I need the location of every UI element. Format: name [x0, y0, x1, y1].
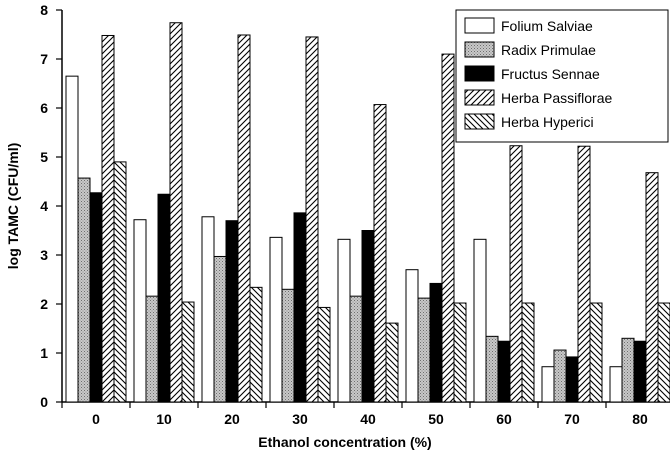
x-tick-label: 80: [632, 411, 648, 427]
bar-folium-salviae-80: [609, 366, 623, 403]
bar-herba-hyperici-30: [317, 306, 331, 403]
bar-radix-primulae-0: [77, 177, 91, 403]
y-tick-label: 1: [40, 345, 48, 361]
bar-folium-salviae-50: [405, 269, 419, 403]
legend-swatch: [464, 41, 495, 58]
bar-radix-primulae-30: [281, 288, 295, 403]
legend-label: Herba Passiflorae: [501, 90, 612, 106]
bar-fructus-sennae-70: [565, 356, 579, 403]
y-tick-label: 2: [40, 296, 48, 312]
bar-herba-hyperici-20: [249, 286, 263, 403]
y-tick-label: 3: [40, 247, 48, 263]
bar-radix-primulae-10: [145, 295, 159, 403]
x-tick-label: 40: [360, 411, 376, 427]
bar-herba-passiflorae-20: [237, 34, 251, 403]
bar-herba-passiflorae-70: [577, 145, 591, 403]
bar-fructus-sennae-0: [89, 192, 103, 403]
y-tick-label: 8: [40, 2, 48, 18]
bars: [65, 22, 670, 403]
bar-radix-primulae-70: [553, 349, 567, 403]
x-axis-title: Ethanol concentration (%): [258, 434, 431, 450]
x-tick-label: 30: [292, 411, 308, 427]
y-tick-label: 5: [40, 149, 48, 165]
bar-fructus-sennae-40: [361, 230, 375, 403]
legend-swatch: [464, 65, 495, 82]
x-tick-label: 50: [428, 411, 444, 427]
bar-folium-salviae-10: [133, 219, 147, 403]
bar-radix-primulae-60: [485, 335, 499, 403]
x-tick-label: 20: [224, 411, 240, 427]
bar-herba-hyperici-50: [453, 302, 467, 403]
bar-herba-passiflorae-0: [101, 34, 115, 403]
bar-folium-salviae-0: [65, 75, 79, 403]
y-tick-label: 7: [40, 51, 48, 67]
legend-swatch: [464, 89, 495, 106]
bar-herba-hyperici-70: [589, 302, 603, 403]
x-tick-label: 70: [564, 411, 580, 427]
bar-herba-hyperici-40: [385, 322, 399, 403]
y-ticks: 0 1 2 3 4 5 6 7 8: [40, 2, 62, 410]
legend-label: Fructus Sennae: [501, 66, 600, 82]
bar-herba-hyperici-0: [113, 161, 127, 403]
bar-herba-passiflorae-50: [441, 53, 455, 403]
bar-folium-salviae-20: [201, 216, 215, 403]
bar-herba-hyperici-80: [657, 302, 670, 403]
bar-fructus-sennae-30: [293, 212, 307, 403]
legend-swatch: [464, 113, 495, 130]
y-axis-title: log TAMC (CFU/ml): [5, 143, 21, 270]
bar-herba-passiflorae-10: [169, 22, 183, 403]
plot-area: 0 1 2 3 4 5 6 7 8 0 10 20 30 40 50 60 70 80: [40, 2, 670, 427]
bar-folium-salviae-60: [473, 238, 487, 403]
bar-folium-salviae-70: [541, 366, 555, 403]
bar-radix-primulae-80: [621, 337, 635, 403]
legend-label: Radix Primulae: [501, 42, 596, 58]
x-tick-label: 60: [496, 411, 512, 427]
bar-radix-primulae-20: [213, 255, 227, 403]
bar-radix-primulae-50: [417, 297, 431, 403]
legend-swatch: [464, 17, 495, 34]
legend-label: Folium Salviae: [501, 18, 593, 34]
bar-folium-salviae-30: [269, 236, 283, 403]
bar-herba-passiflorae-40: [373, 104, 387, 403]
bar-herba-passiflorae-80: [645, 172, 659, 403]
bar-herba-passiflorae-60: [509, 145, 523, 403]
bar-fructus-sennae-20: [225, 220, 239, 403]
x-tick-label: 0: [92, 411, 100, 427]
bar-radix-primulae-40: [349, 295, 363, 403]
legend-label: Herba Hyperici: [501, 114, 594, 130]
x-ticks: 0 10 20 30 40 50 60 70 80: [61, 402, 648, 427]
y-tick-label: 0: [40, 394, 48, 410]
bar-fructus-sennae-60: [497, 340, 511, 403]
bar-herba-hyperici-60: [521, 302, 535, 403]
bar-fructus-sennae-50: [429, 282, 443, 403]
bar-herba-hyperici-10: [181, 301, 195, 403]
y-tick-label: 4: [40, 198, 48, 214]
bar-fructus-sennae-10: [157, 193, 171, 403]
bar-fructus-sennae-80: [633, 340, 647, 403]
x-tick-label: 10: [156, 411, 172, 427]
bar-herba-passiflorae-30: [305, 36, 319, 403]
legend: Folium Salviae Radix Primulae Fructus Senn…: [455, 9, 669, 143]
y-tick-label: 6: [40, 100, 48, 116]
bar-folium-salviae-40: [337, 238, 351, 403]
